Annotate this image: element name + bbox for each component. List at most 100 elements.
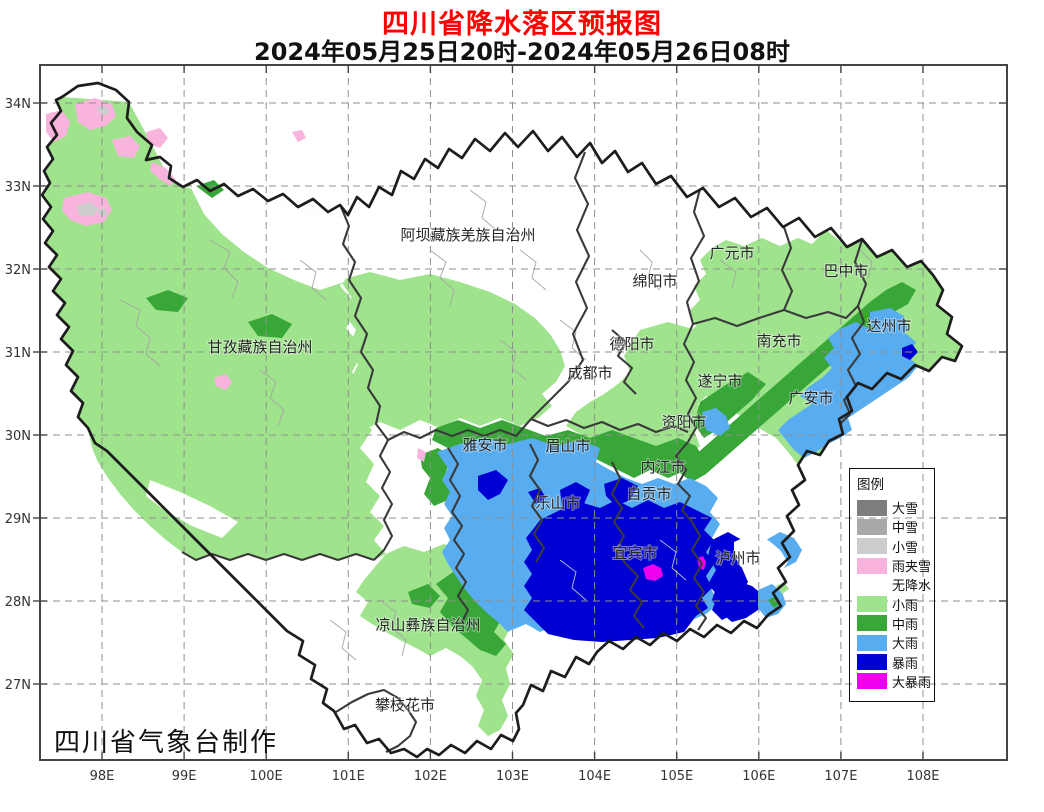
sleet-dot1 bbox=[214, 374, 232, 390]
heavy-rainstorm-blob1 bbox=[643, 564, 663, 581]
lat-label: 29N bbox=[5, 512, 31, 527]
city-label: 内江市 bbox=[640, 458, 685, 476]
city-label: 泸州市 bbox=[715, 549, 760, 567]
lat-label: 28N bbox=[5, 595, 31, 610]
legend-label: 大暴雨 bbox=[892, 675, 932, 691]
city-label: 宜宾市 bbox=[612, 544, 657, 562]
city-label: 阿坝藏族羌族自治州 bbox=[400, 226, 535, 244]
city-label: 攀枝花市 bbox=[375, 696, 435, 714]
lon-label: 107E bbox=[824, 769, 857, 784]
legend-label: 无降水 bbox=[892, 579, 932, 595]
lon-label: 108E bbox=[906, 769, 939, 784]
sleet-patch2 bbox=[46, 110, 70, 142]
legend-label: 暴雨 bbox=[892, 656, 919, 672]
heavy-rain-east-band bbox=[778, 322, 918, 458]
gridlines bbox=[41, 66, 1006, 759]
light-rain-se-dot bbox=[776, 582, 789, 594]
city-label: 乐山市 bbox=[535, 494, 580, 512]
legend-swatch-rainstorm bbox=[857, 654, 887, 671]
moderate-rain-west-blob2 bbox=[248, 314, 292, 338]
legend-label: 大雪 bbox=[892, 502, 919, 518]
heavy-rain-ziyang-blob bbox=[702, 408, 730, 436]
lon-label: 98E bbox=[90, 769, 115, 784]
legend-item: 雨夹雪 bbox=[857, 556, 934, 575]
legend-swatch-light_rain bbox=[857, 596, 887, 613]
city-label: 广元市 bbox=[709, 244, 754, 262]
legend-item: 小雨 bbox=[857, 594, 934, 614]
sleet-patch3 bbox=[112, 136, 140, 158]
city-label: 资阳市 bbox=[661, 413, 706, 431]
city-label: 遂宁市 bbox=[697, 372, 742, 390]
city-label: 广安市 bbox=[788, 389, 833, 407]
lon-label: 106E bbox=[742, 769, 775, 784]
sleet-patch1 bbox=[75, 98, 116, 130]
sleet-dot3 bbox=[292, 130, 306, 142]
light-rain-center-region bbox=[340, 272, 565, 430]
legend-title: 图例 bbox=[857, 477, 884, 493]
lat-label: 33N bbox=[5, 180, 31, 195]
city-label: 雅安市 bbox=[462, 436, 507, 454]
sleet-patch6 bbox=[150, 162, 176, 186]
legend-label: 小雪 bbox=[892, 540, 919, 556]
legend-item: 大雨 bbox=[857, 633, 934, 652]
legend-item: 中雪 bbox=[857, 517, 934, 536]
legend-label: 小雨 bbox=[892, 598, 919, 614]
legend-swatch-light_snow bbox=[857, 538, 887, 555]
legend-swatch-sleet bbox=[857, 557, 887, 574]
no-precip-ganzi-south bbox=[146, 480, 238, 538]
legend-swatch-heavy_snow bbox=[857, 499, 887, 516]
legend-swatch-heavy_rain bbox=[857, 634, 887, 651]
attribution: 四川省气象台制作 bbox=[54, 728, 279, 758]
no-precip-aba-west bbox=[190, 186, 352, 290]
lon-label: 101E bbox=[332, 769, 365, 784]
legend-item: 小雪 bbox=[857, 537, 934, 556]
sleet-dot2 bbox=[417, 448, 426, 462]
page-title: 四川省降水落区预报图 bbox=[382, 9, 662, 40]
lat-label: 30N bbox=[5, 429, 31, 444]
legend-label: 中雪 bbox=[892, 521, 919, 537]
moderate-rain-liangshan2 bbox=[408, 584, 440, 608]
city-label: 自贡市 bbox=[626, 485, 671, 503]
legend-swatch-moderate_snow bbox=[857, 518, 887, 535]
lat-label: 31N bbox=[5, 346, 31, 361]
lat-label: 27N bbox=[5, 678, 31, 693]
rainstorm-west-blob bbox=[478, 470, 508, 500]
precip-regions bbox=[42, 97, 962, 736]
legend-item: 暴雨 bbox=[857, 652, 934, 672]
city-label: 凉山彝族自治州 bbox=[375, 616, 480, 634]
lon-label: 102E bbox=[414, 769, 447, 784]
province-outline bbox=[40, 81, 964, 759]
plot-frame bbox=[39, 64, 1008, 761]
prefecture-borders bbox=[181, 151, 868, 753]
light-rain-west-region bbox=[42, 97, 386, 560]
lon-label: 103E bbox=[496, 769, 529, 784]
lon-label: 104E bbox=[578, 769, 611, 784]
city-label: 巴中市 bbox=[823, 262, 868, 280]
city-label: 达州市 bbox=[866, 317, 911, 335]
legend-swatch-none bbox=[857, 576, 887, 593]
lon-label: 99E bbox=[172, 769, 197, 784]
legend-item: 中雨 bbox=[857, 614, 934, 633]
heavy-rain-sw-strip bbox=[470, 556, 528, 632]
no-precip-luzhou-pocket bbox=[734, 534, 788, 580]
rainstorm-finger1 bbox=[560, 482, 596, 526]
legend-label: 中雨 bbox=[892, 617, 919, 633]
city-label: 眉山市 bbox=[545, 437, 590, 455]
legend-item: 大雪 bbox=[857, 498, 934, 517]
legend-item: 大暴雨 bbox=[857, 672, 934, 691]
heavy-rain-dazhou-patch bbox=[870, 308, 908, 338]
legend-swatch-heavy_rainstorm bbox=[857, 673, 887, 690]
lat-label: 34N bbox=[5, 97, 31, 112]
city-label: 绵阳市 bbox=[632, 272, 677, 290]
axis-labels: 98E 99E 100E 101E 102E 103E 104E 105E 106E 107E 10… bbox=[5, 97, 940, 784]
rainstorm-main-region bbox=[524, 500, 714, 642]
rainstorm-finger2 bbox=[604, 478, 638, 506]
light-rain-centraleast-region bbox=[566, 322, 706, 458]
legend: 图例 大雪中雪小雪 雨夹雪无降水小雨中雨 大雨暴雨大暴雨 bbox=[849, 468, 935, 702]
moderate-rain-west-blob1 bbox=[146, 290, 188, 312]
lon-label: 105E bbox=[660, 769, 693, 784]
